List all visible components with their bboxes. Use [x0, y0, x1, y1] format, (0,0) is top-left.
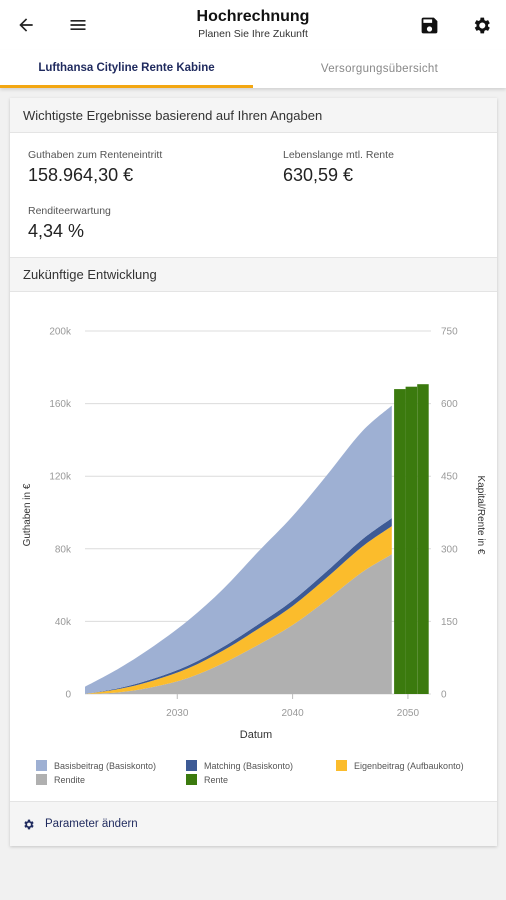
development-heading: Zukünftige Entwicklung: [10, 257, 497, 292]
legend-swatch: [36, 774, 47, 785]
results-heading: Wichtigste Ergebnisse basierend auf Ihre…: [10, 98, 497, 133]
y2-tick-label: 450: [441, 472, 458, 483]
area-basisbeitrag: [85, 405, 392, 694]
y2-tick-label: 150: [441, 617, 458, 628]
chart-areas: [85, 405, 392, 694]
rente-bar: [417, 384, 429, 694]
rente-value: 630,59 €: [283, 165, 354, 185]
rente-label: Lebenslange mtl. Rente: [283, 149, 394, 161]
y-tick-label: 80k: [55, 544, 72, 555]
gear-icon: [24, 819, 34, 829]
parameter-aendern-label: Parameter ändern: [45, 818, 138, 830]
parameter-aendern-button[interactable]: Parameter ändern: [10, 801, 497, 846]
tab-rente-kabine[interactable]: Lufthansa Cityline Rente Kabine: [0, 50, 253, 88]
arrow-left-icon: [19, 18, 33, 32]
save-icon: [421, 17, 437, 33]
rente-bar: [405, 386, 418, 694]
x-tick-label: 2030: [166, 708, 189, 719]
chart-ylabel: Guthaben in €: [22, 483, 33, 546]
guthaben-value: 158.964,30 €: [28, 165, 134, 185]
tab-versorgungsuebersicht[interactable]: Versorgungsübersicht: [320, 63, 439, 75]
app-bar: Hochrechnung Planen Sie Ihre Zukunft: [0, 0, 506, 50]
settings-button[interactable]: [464, 8, 498, 42]
y2-tick-label: 600: [441, 399, 458, 410]
menu-icon: [70, 20, 86, 30]
save-button[interactable]: [412, 8, 446, 42]
legend-label: Basisbeitrag (Basiskonto): [54, 760, 157, 771]
legend-swatch: [186, 760, 197, 771]
legend-item: Basisbeitrag (Basiskonto): [36, 760, 156, 771]
y2-tick-label: 750: [441, 327, 458, 338]
legend-label: Matching (Basiskonto): [204, 760, 294, 771]
legend-swatch: [186, 774, 197, 785]
y2-tick-label: 300: [441, 544, 458, 555]
rendite-label: Renditeerwartung: [28, 205, 111, 217]
legend-swatch: [36, 760, 47, 771]
y-tick-label: 120k: [49, 472, 72, 483]
guthaben-label: Guthaben zum Renteneintritt: [28, 149, 163, 161]
y-tick-label: 200k: [49, 327, 72, 338]
area-rendite: [85, 554, 392, 694]
chart-xlabel: Datum: [240, 729, 272, 741]
results-card: Wichtigste Ergebnisse basierend auf Ihre…: [10, 98, 497, 846]
x-tick-label: 2040: [281, 708, 304, 719]
x-tick-label: 2050: [397, 708, 420, 719]
legend-label: Rendite: [54, 774, 86, 785]
development-chart: 0 40k 80k 120k 160k 200k 0 150 300 450 600 750 2030 2…: [22, 327, 486, 742]
y2-tick-label: 0: [441, 690, 447, 701]
y-tick-label: 160k: [49, 399, 72, 410]
chart-bars: [394, 384, 429, 694]
chart-y2label: Kapital/Rente in €: [475, 476, 486, 555]
y-tick-label: 0: [65, 690, 71, 701]
legend-label: Rente: [204, 774, 229, 785]
tab-bar: Lufthansa Cityline Rente Kabine Versorgu…: [0, 50, 506, 88]
legend-swatch: [336, 760, 347, 771]
rente-bar: [394, 389, 406, 694]
legend-item: Rendite: [36, 774, 85, 785]
y-tick-label: 40k: [55, 617, 72, 628]
back-button[interactable]: [9, 8, 43, 42]
legend-item: Eigenbeitrag (Aufbaukonto): [336, 760, 464, 771]
chart-axes: 0 40k 80k 120k 160k 200k 0 150 300 450 600 750 2030 2…: [49, 327, 458, 720]
rendite-value: 4,34 %: [28, 221, 85, 241]
legend-label: Eigenbeitrag (Aufbaukonto): [354, 760, 464, 771]
page-title: Hochrechnung: [196, 8, 310, 25]
menu-button[interactable]: [61, 8, 95, 42]
page-subtitle: Planen Sie Ihre Zukunft: [198, 28, 308, 40]
legend-item: Matching (Basiskonto): [186, 760, 293, 771]
gear-icon: [474, 17, 490, 33]
legend-item: Rente: [186, 774, 228, 785]
